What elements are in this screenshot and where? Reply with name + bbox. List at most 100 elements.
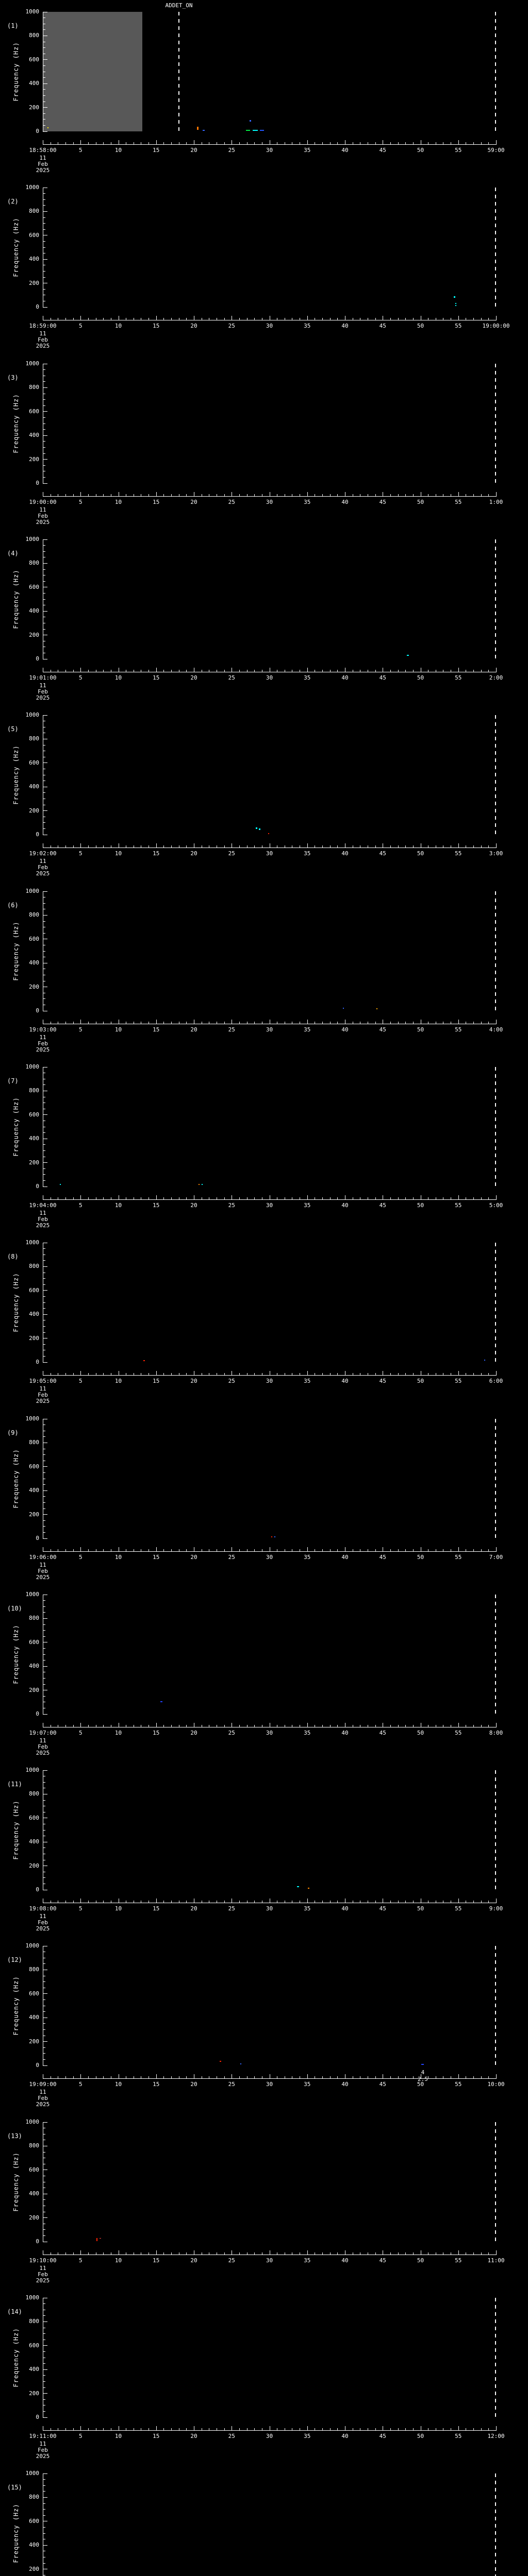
y-tick [43,828,45,829]
x-tick-label: 40 [341,2081,349,2088]
y-tick [43,2485,45,2486]
x-tick-label: 55 [455,1730,462,1736]
y-tick [43,1314,47,1315]
y-tick [43,1168,45,1169]
date-label: 11 [39,2441,46,2447]
y-tick-label: 1000 [25,8,40,15]
x-tick-label: 20 [190,1378,197,1384]
x-tick [488,494,489,496]
x-end-time-label: 12:00 [487,2433,505,2439]
date-label: 2025 [36,167,50,174]
x-tick [171,142,172,144]
x-tick-label: 25 [228,2081,235,2088]
detection-mark [376,1008,377,1009]
x-tick-label: 25 [228,499,235,505]
detection-mark [258,828,260,831]
spectrogram-panel-11: 0 200 400 600 800 1000 (11) Frequency (Hz) 19:08… [0,1767,528,1946]
y-axis-title: Frequency (Hz) [12,1800,20,1860]
x-tick-label: 50 [417,1554,424,1561]
x-tick-label: 5 [78,2081,82,2088]
x-tick [481,2428,482,2430]
y-tick-label: 600 [29,56,39,63]
x-tick [156,2250,157,2255]
x-tick [405,1725,406,1727]
y-axis-title: Frequency (Hz) [12,1449,20,1509]
x-tick [496,1371,497,1375]
x-tick [80,492,81,496]
x-tick [246,142,248,144]
y-tick [43,563,47,564]
x-tick-label: 25 [228,2433,235,2439]
x-tick-label: 30 [266,2257,273,2264]
x-tick [148,1373,150,1375]
y-tick [43,1502,45,1503]
y-tick [43,933,45,934]
y-tick-label: 400 [29,2014,39,2021]
y-tick [43,1174,45,1175]
y-tick [43,792,45,793]
x-tick-label: 15 [153,2433,160,2439]
x-tick-label: 25 [228,674,235,681]
date-label: 2025 [36,1574,50,1581]
x-tick-label: 5 [78,499,82,505]
y-tick [43,1829,45,1831]
x-tick [239,1373,240,1375]
x-tick [163,1901,164,1903]
x-tick [224,2428,225,2430]
x-tick [254,2252,255,2255]
y-tick-label: 0 [36,1359,39,1365]
x-tick [88,494,89,496]
x-tick-label: 10 [114,1730,122,1736]
y-tick [43,2545,47,2546]
x-tick-label: 50 [417,323,424,329]
x-tick [103,2076,104,2078]
x-tick [239,494,240,496]
x-tick [405,1373,406,1375]
x-tick [375,318,376,320]
spectrogram-panel-6: 0 200 400 600 800 1000 (6) Frequency (Hz) 19:03:… [0,888,528,1067]
x-tick-label: 10 [114,1026,122,1033]
x-tick-label: 30 [266,1378,273,1384]
y-axis-title: Frequency (Hz) [12,2503,20,2563]
y-tick [43,2399,45,2400]
y-tick-label: 600 [29,2342,39,2349]
x-tick-label: 15 [153,1905,160,1912]
y-tick-label: 400 [29,959,39,967]
x-tick [412,1197,414,1199]
x-tick-label: 35 [304,1378,311,1384]
y-tick [43,1466,47,1467]
y-tick-label: 800 [29,911,39,919]
x-tick [148,1725,150,1727]
x-tick [412,2428,414,2430]
plot-area [43,364,496,483]
x-tick-label: 5 [78,323,82,329]
x-tick [224,2076,225,2078]
x-tick-label: 15 [153,1202,160,1209]
x-tick [337,2076,338,2078]
plot-area [43,188,496,307]
y-tick-label: 800 [29,1615,39,1622]
x-tick [65,2076,66,2078]
y-tick [43,1684,45,1685]
y-tick-label: 1000 [25,1767,40,1773]
y-tick [43,762,47,764]
x-tick-label: 10 [114,2433,122,2439]
x-start-time-label: 19:06:00 [29,1554,57,1561]
x-tick-label: 50 [417,1026,424,1033]
x-tick-label: 20 [190,2433,197,2439]
x-tick [398,1549,399,1551]
y-tick [43,399,45,400]
x-end-time-label: 4:00 [489,1026,503,1033]
x-tick [390,1549,391,1551]
y-tick [43,2023,45,2024]
x-tick-label: 55 [455,1905,462,1912]
detection-mark [202,1183,203,1185]
x-tick [322,845,323,848]
spectrogram-panel-10: 0 200 400 600 800 1000 (10) Frequency (Hz) 19:07… [0,1591,528,1770]
x-tick [88,1022,89,1024]
y-tick-label: 1000 [25,1063,40,1070]
y-tick [43,2321,47,2322]
x-tick [375,142,376,144]
y-axis-title: Frequency (Hz) [12,1097,20,1157]
x-tick [488,318,489,320]
